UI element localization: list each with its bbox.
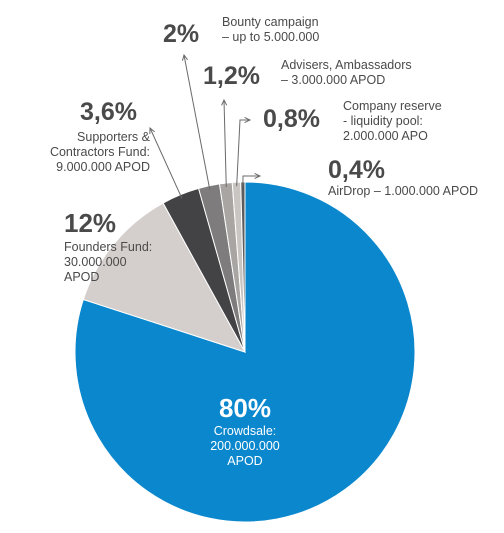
- pie-slice-founders: [82, 202, 247, 353]
- leader-line-airdrop: [242, 175, 260, 187]
- leader-line-advisers: [223, 99, 227, 188]
- leader-line-supporters: [149, 127, 183, 199]
- slice-label-percent-reserve: 0,8%: [263, 105, 320, 133]
- pie-slice-crowdsale: [74, 181, 416, 523]
- slice-label-founders: Founders Fund: 30.000.000 APOD: [64, 240, 153, 284]
- slice-label-percent-founders: 12%: [64, 208, 117, 238]
- slice-label-percent-advisers: 1,2%: [203, 62, 260, 90]
- slice-label-supporters: Supporters & Contractors Fund: 9.000.000…: [49, 130, 150, 174]
- slice-label-advisers: Advisers, Ambassadors – 3.000.000 APOD: [281, 58, 412, 87]
- leader-line-airdrop-arrowhead: [254, 172, 262, 180]
- slice-label-reserve: Company reserve - liquidity pool: 2.000.…: [343, 99, 442, 143]
- leader-line-reserve: [236, 119, 250, 187]
- slice-label-crowdsale: Crowdsale: 200.000.000 APOD: [210, 424, 280, 468]
- slice-label-percent-airdrop: 0,4%: [328, 156, 385, 184]
- leader-line-reserve-arrowhead: [244, 116, 252, 124]
- slice-label-percent-bounty: 2%: [163, 20, 200, 48]
- slice-label-percent-crowdsale: 80%: [218, 393, 272, 423]
- slice-label-bounty: Bounty campaign – up to 5.000.000: [222, 15, 320, 44]
- leader-line-bounty: [183, 54, 211, 190]
- slice-label-airdrop: AirDrop – 1.000.000 APOD: [328, 184, 479, 198]
- leader-line-advisers-arrowhead: [221, 98, 228, 106]
- slice-label-percent-supporters: 3,6%: [80, 98, 137, 126]
- leader-line-supporters-arrowhead: [149, 126, 155, 135]
- leader-line-bounty-arrowhead: [181, 53, 188, 61]
